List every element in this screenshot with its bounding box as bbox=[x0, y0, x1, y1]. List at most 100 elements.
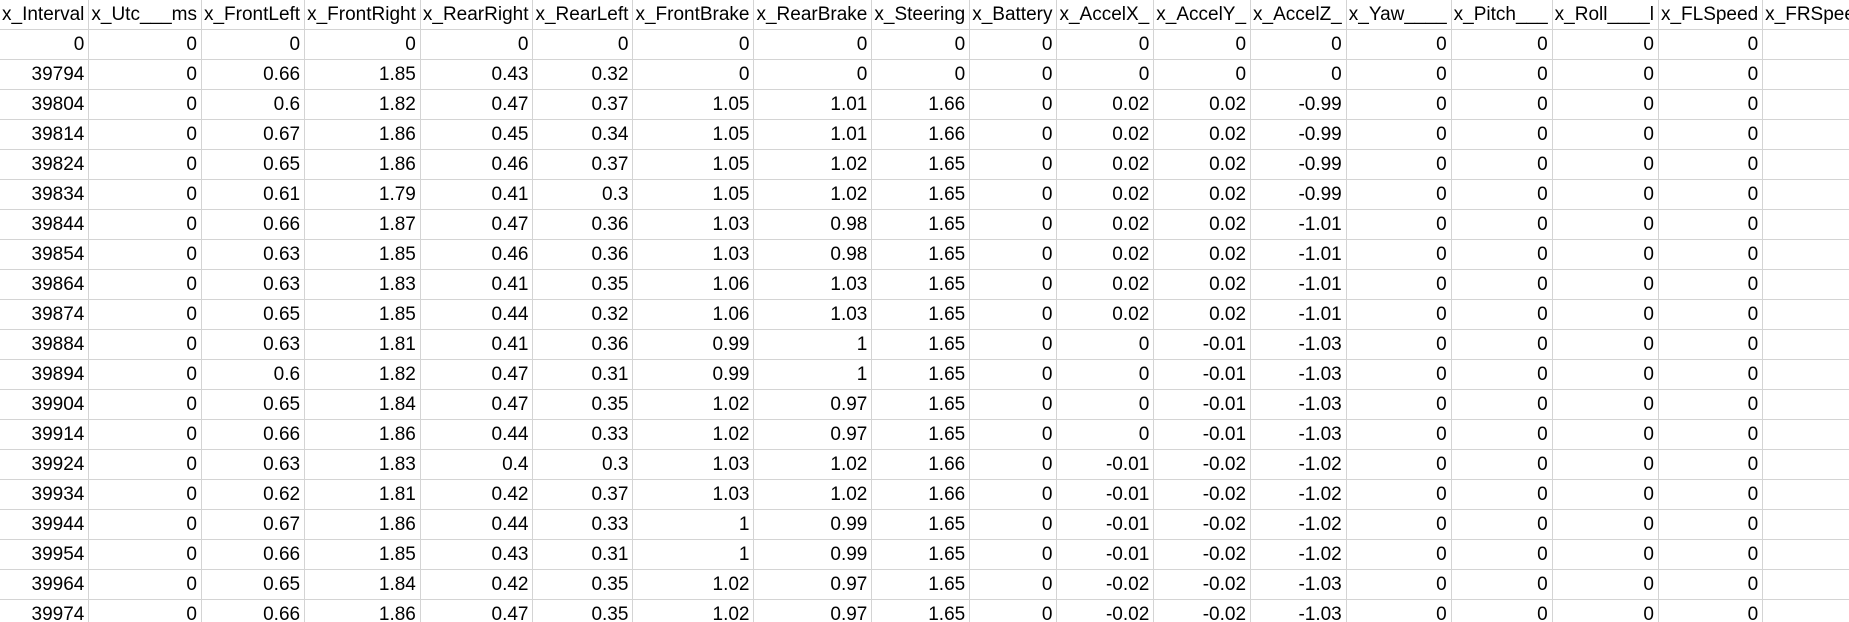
cell[interactable]: 0.02 bbox=[1056, 299, 1155, 330]
cell[interactable]: 0 bbox=[1451, 269, 1553, 300]
cell[interactable]: 0 bbox=[969, 479, 1058, 510]
cell[interactable]: 0 bbox=[88, 569, 202, 600]
cell[interactable]: 0 bbox=[1346, 299, 1452, 330]
cell[interactable]: 0 bbox=[1552, 329, 1659, 360]
cell[interactable]: 39814 bbox=[0, 119, 90, 150]
cell[interactable]: 0 bbox=[969, 149, 1058, 180]
cell[interactable]: 1.65 bbox=[871, 329, 971, 360]
cell[interactable]: 0.44 bbox=[420, 509, 534, 540]
cell[interactable]: 0.63 bbox=[201, 329, 306, 360]
cell[interactable]: 0.63 bbox=[201, 449, 306, 480]
column-header[interactable]: x_AccelY_ bbox=[1153, 0, 1252, 30]
cell[interactable]: 1.01 bbox=[753, 89, 873, 120]
cell[interactable]: 0 bbox=[969, 119, 1058, 150]
cell[interactable]: -0.01 bbox=[1153, 389, 1252, 420]
cell[interactable]: 0.47 bbox=[420, 89, 534, 120]
cell[interactable]: 1.02 bbox=[632, 569, 755, 600]
cell[interactable]: 0.66 bbox=[201, 209, 306, 240]
cell[interactable]: 0 bbox=[1762, 59, 1849, 90]
cell[interactable]: 0 bbox=[969, 59, 1058, 90]
cell[interactable]: 0 bbox=[1552, 389, 1659, 420]
cell[interactable]: -0.01 bbox=[1056, 479, 1155, 510]
cell[interactable]: 0 bbox=[1346, 149, 1452, 180]
cell[interactable]: 0 bbox=[1250, 29, 1347, 60]
cell[interactable]: -0.02 bbox=[1153, 569, 1252, 600]
cell[interactable]: 0 bbox=[1658, 299, 1764, 330]
cell[interactable]: 0 bbox=[1552, 59, 1659, 90]
cell[interactable]: -0.02 bbox=[1153, 479, 1252, 510]
cell[interactable]: 0.33 bbox=[532, 419, 634, 450]
cell[interactable]: 0 bbox=[969, 89, 1058, 120]
cell[interactable]: 1.65 bbox=[871, 539, 971, 570]
cell[interactable]: 0.02 bbox=[1153, 239, 1252, 270]
column-header[interactable]: x_RearBrake bbox=[753, 0, 873, 30]
cell[interactable]: 0 bbox=[1762, 29, 1849, 60]
cell[interactable]: 0 bbox=[1552, 209, 1659, 240]
cell[interactable]: 0.63 bbox=[201, 239, 306, 270]
cell[interactable]: 1.65 bbox=[871, 419, 971, 450]
cell[interactable]: 0.31 bbox=[532, 539, 634, 570]
cell[interactable]: 0.3 bbox=[532, 179, 634, 210]
cell[interactable]: 0.44 bbox=[420, 419, 534, 450]
cell[interactable]: 0.3 bbox=[532, 449, 634, 480]
cell[interactable]: 0 bbox=[88, 299, 202, 330]
cell[interactable]: 0 bbox=[1658, 29, 1764, 60]
column-header[interactable]: x_Roll____l bbox=[1552, 0, 1659, 30]
cell[interactable]: 0 bbox=[1451, 29, 1553, 60]
cell[interactable]: 0 bbox=[1451, 509, 1553, 540]
cell[interactable]: 0 bbox=[1552, 239, 1659, 270]
cell[interactable]: 0 bbox=[1451, 389, 1553, 420]
cell[interactable]: 0.98 bbox=[753, 209, 873, 240]
cell[interactable]: 0 bbox=[1762, 419, 1849, 450]
cell[interactable]: 0 bbox=[1552, 419, 1659, 450]
cell[interactable]: 0 bbox=[420, 29, 534, 60]
cell[interactable]: 0 bbox=[1346, 419, 1452, 450]
cell[interactable]: 0 bbox=[1552, 479, 1659, 510]
cell[interactable]: 0 bbox=[88, 389, 202, 420]
cell[interactable]: 0.02 bbox=[1153, 179, 1252, 210]
cell[interactable]: 1.65 bbox=[871, 359, 971, 390]
cell[interactable]: 1.02 bbox=[632, 389, 755, 420]
cell[interactable]: 0.43 bbox=[420, 59, 534, 90]
cell[interactable]: 0 bbox=[1552, 569, 1659, 600]
cell[interactable]: 0.65 bbox=[201, 389, 306, 420]
cell[interactable]: 0 bbox=[1056, 389, 1155, 420]
cell[interactable]: 0 bbox=[1762, 89, 1849, 120]
cell[interactable]: 0 bbox=[88, 209, 202, 240]
cell[interactable]: 0 bbox=[969, 539, 1058, 570]
cell[interactable]: 0 bbox=[969, 269, 1058, 300]
cell[interactable]: 0 bbox=[1451, 359, 1553, 390]
cell[interactable]: 0 bbox=[1762, 179, 1849, 210]
cell[interactable]: 1.85 bbox=[304, 239, 421, 270]
cell[interactable]: 39874 bbox=[0, 299, 90, 330]
column-header[interactable]: x_FrontLeft bbox=[201, 0, 306, 30]
cell[interactable]: -1.01 bbox=[1250, 269, 1347, 300]
cell[interactable]: 1.02 bbox=[753, 149, 873, 180]
cell[interactable]: 0.66 bbox=[201, 539, 306, 570]
cell[interactable]: 1.81 bbox=[304, 329, 421, 360]
cell[interactable]: -0.01 bbox=[1153, 419, 1252, 450]
cell[interactable]: 0 bbox=[1346, 179, 1452, 210]
cell[interactable]: 1.86 bbox=[304, 419, 421, 450]
cell[interactable]: -1.03 bbox=[1250, 359, 1347, 390]
cell[interactable]: 0 bbox=[1346, 569, 1452, 600]
cell[interactable]: -0.99 bbox=[1250, 119, 1347, 150]
cell[interactable]: 0 bbox=[1346, 479, 1452, 510]
cell[interactable]: 0 bbox=[1346, 449, 1452, 480]
column-header[interactable]: x_Interval bbox=[0, 0, 90, 30]
cell[interactable]: 0 bbox=[201, 29, 306, 60]
cell[interactable]: 0 bbox=[532, 29, 634, 60]
cell[interactable]: 1.65 bbox=[871, 209, 971, 240]
cell[interactable]: 1.65 bbox=[871, 569, 971, 600]
cell[interactable]: 1 bbox=[632, 509, 755, 540]
cell[interactable]: 0 bbox=[1552, 179, 1659, 210]
cell[interactable]: 0.36 bbox=[532, 329, 634, 360]
cell[interactable]: 1.65 bbox=[871, 239, 971, 270]
cell[interactable]: 0.67 bbox=[201, 119, 306, 150]
cell[interactable]: 0.02 bbox=[1153, 269, 1252, 300]
cell[interactable]: 0.32 bbox=[532, 59, 634, 90]
cell[interactable]: -0.02 bbox=[1153, 449, 1252, 480]
cell[interactable]: -1.02 bbox=[1250, 509, 1347, 540]
cell[interactable]: 0 bbox=[1346, 599, 1452, 622]
cell[interactable]: 1.86 bbox=[304, 149, 421, 180]
